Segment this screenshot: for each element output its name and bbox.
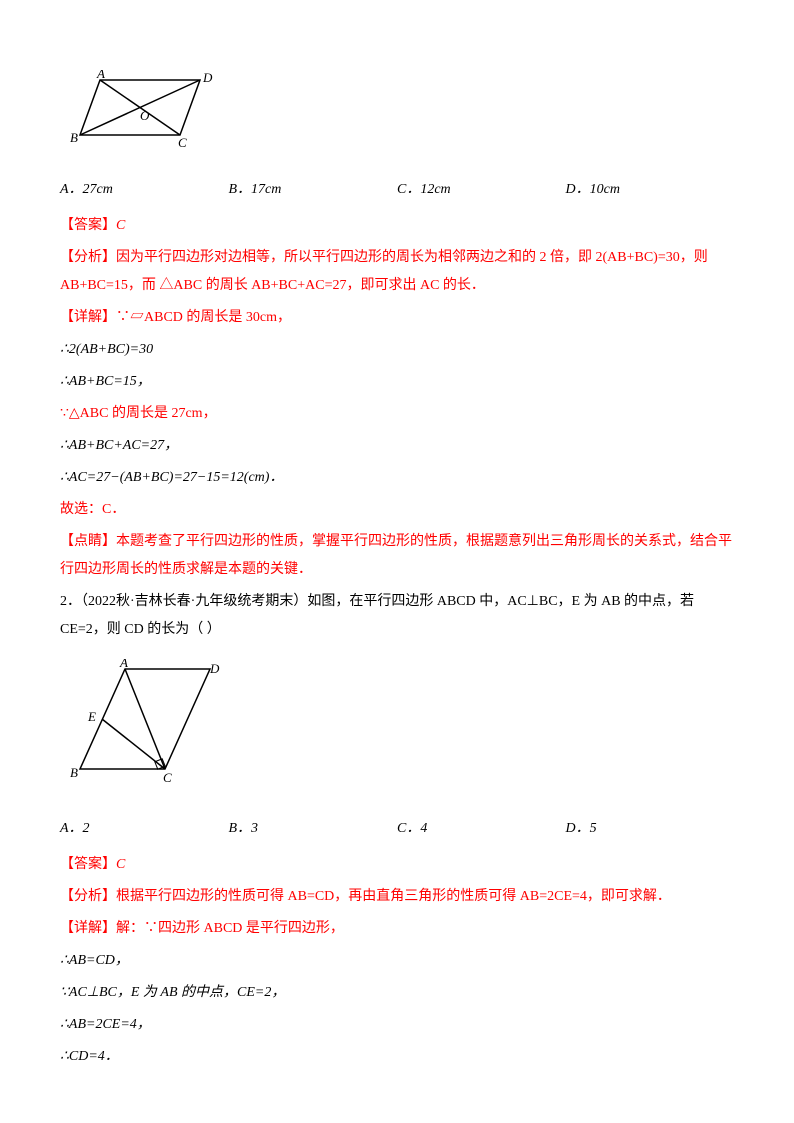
svg-text:C: C xyxy=(163,770,172,785)
analysis-text: 因为平行四边形对边相等，所以平行四边形的周长为相邻两边之和的 2 倍，即 2(A… xyxy=(60,250,708,293)
q1-detail-4: ∵△ABC 的周长是 27cm， xyxy=(60,400,734,428)
q2-source: （2022秋·吉林长春·九年级统考期末） xyxy=(81,594,307,609)
parallelogram-diagram-1: A D B C O xyxy=(70,70,734,161)
svg-text:C: C xyxy=(178,135,187,150)
svg-text:D: D xyxy=(202,70,213,85)
detail-text-1: ∵▱ABCD 的周长是 30cm， xyxy=(116,310,291,325)
q1-option-c: C．12cm xyxy=(397,176,566,204)
q1-options: A．27cm B．17cm C．12cm D．10cm xyxy=(60,176,734,204)
q2-detail-2: ∴AB=CD， xyxy=(60,947,734,975)
svg-text:E: E xyxy=(87,709,96,724)
q1-option-a: A．27cm xyxy=(60,176,229,204)
q1-answer: 【答案】C xyxy=(60,212,734,240)
analysis-label: 【分析】 xyxy=(60,889,116,904)
q1-detail-1: 【详解】∵▱ABCD 的周长是 30cm， xyxy=(60,304,734,332)
svg-text:A: A xyxy=(119,659,128,670)
answer-value: C xyxy=(116,218,125,233)
q2-detail-4: ∴AB=2CE=4， xyxy=(60,1011,734,1039)
q2-analysis: 【分析】根据平行四边形的性质可得 AB=CD，再由直角三角形的性质可得 AB=2… xyxy=(60,883,734,911)
q2-options: A．2 B．3 C．4 D．5 xyxy=(60,815,734,843)
q2-option-d: D．5 xyxy=(566,815,735,843)
q2-detail-3: ∵AC⊥BC，E 为 AB 的中点，CE=2， xyxy=(60,979,734,1007)
q2-stem: 2．（2022秋·吉林长春·九年级统考期末）如图，在平行四边形 ABCD 中，A… xyxy=(60,588,734,644)
detail-label: 【详解】 xyxy=(60,921,116,936)
detail-text-1: 解：∵四边形 ABCD 是平行四边形， xyxy=(116,921,344,936)
q2-option-c: C．4 xyxy=(397,815,566,843)
q2-answer: 【答案】C xyxy=(60,851,734,879)
q1-analysis: 【分析】因为平行四边形对边相等，所以平行四边形的周长为相邻两边之和的 2 倍，即… xyxy=(60,244,734,300)
q2-option-b: B．3 xyxy=(229,815,398,843)
q2-detail-5: ∴CD=4． xyxy=(60,1043,734,1071)
q2-option-a: A．2 xyxy=(60,815,229,843)
q1-detail-6: ∴AC=27−(AB+BC)=27−15=12(cm)． xyxy=(60,464,734,492)
q1-option-b: B．17cm xyxy=(229,176,398,204)
point-text: 本题考查了平行四边形的性质，掌握平行四边形的性质，根据题意列出三角形周长的关系式… xyxy=(60,534,732,577)
detail-label: 【详解】 xyxy=(60,310,116,325)
svg-text:A: A xyxy=(96,70,105,81)
answer-label: 【答案】 xyxy=(60,218,116,233)
analysis-text: 根据平行四边形的性质可得 AB=CD，再由直角三角形的性质可得 AB=2CE=4… xyxy=(116,889,671,904)
q2-number: 2． xyxy=(60,594,81,609)
q2-detail-1: 【详解】解：∵四边形 ABCD 是平行四边形， xyxy=(60,915,734,943)
point-label: 【点睛】 xyxy=(60,534,116,549)
q1-detail-3: ∴AB+BC=15， xyxy=(60,368,734,396)
q1-detail-5: ∴AB+BC+AC=27， xyxy=(60,432,734,460)
svg-text:O: O xyxy=(140,108,150,123)
q1-conclusion: 故选：C． xyxy=(60,496,734,524)
q1-point: 【点睛】本题考查了平行四边形的性质，掌握平行四边形的性质，根据题意列出三角形周长… xyxy=(60,528,734,584)
svg-text:B: B xyxy=(70,130,78,145)
q1-detail-2: ∴2(AB+BC)=30 xyxy=(60,336,734,364)
analysis-label: 【分析】 xyxy=(60,250,116,265)
parallelogram-diagram-2: A D B C E xyxy=(70,659,734,800)
q1-option-d: D．10cm xyxy=(566,176,735,204)
answer-label: 【答案】 xyxy=(60,857,116,872)
answer-value: C xyxy=(116,857,125,872)
svg-text:B: B xyxy=(70,765,78,780)
svg-text:D: D xyxy=(209,661,220,676)
